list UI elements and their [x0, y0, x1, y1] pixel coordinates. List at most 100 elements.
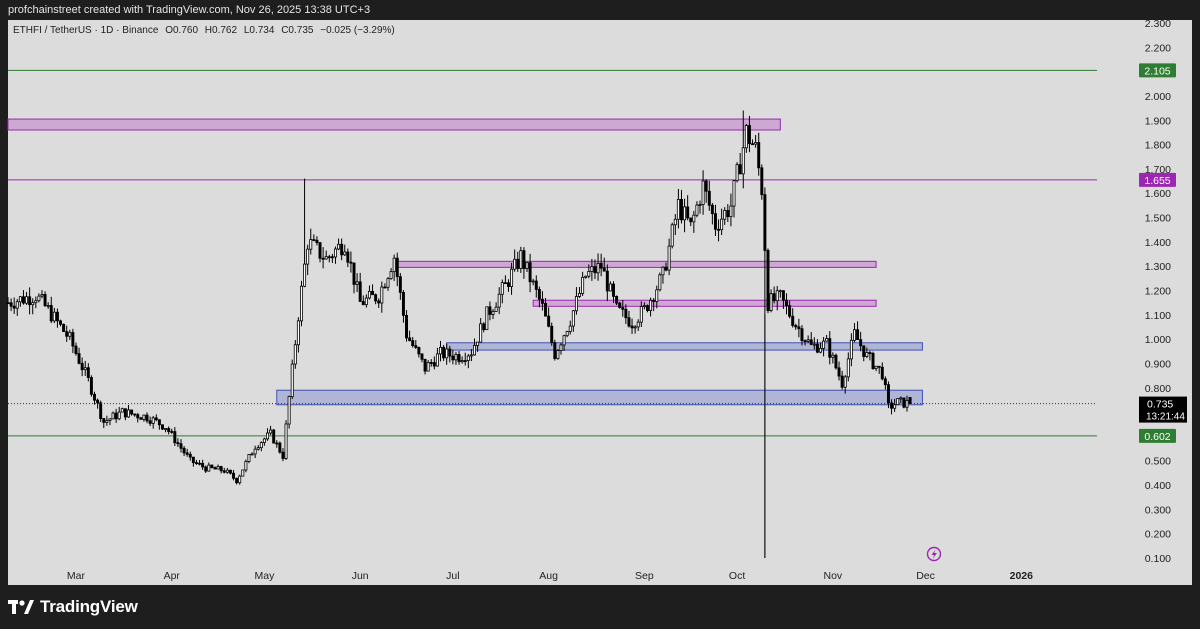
candle [692, 210, 696, 233]
candle [528, 253, 532, 293]
candle [358, 272, 362, 302]
candle-body [337, 243, 341, 250]
candle-body [157, 419, 161, 426]
candle-body [40, 294, 44, 297]
candle-body [445, 348, 449, 359]
candle [763, 187, 767, 558]
candle-body [108, 418, 112, 422]
lightning-icon[interactable] [926, 546, 942, 562]
candle-body [568, 325, 572, 332]
candle-body [497, 293, 501, 308]
candle-body [658, 274, 662, 291]
candle-body [216, 466, 220, 470]
price-axis[interactable]: 2.3002.2002.1002.0001.9001.8001.7001.600… [1145, 18, 1171, 565]
candle-body [713, 213, 717, 230]
candle-body [859, 339, 863, 347]
symbol-title[interactable]: ETHFI / TetherUS · 1D · Binance [13, 25, 159, 36]
price-tick-label: 1.800 [1145, 140, 1171, 152]
candle-body [432, 362, 436, 367]
candle [822, 337, 826, 357]
candle [815, 339, 819, 354]
candle [704, 179, 708, 203]
candle-body [865, 352, 869, 358]
candle [157, 419, 161, 430]
candle-body [330, 256, 334, 259]
candle-body [528, 262, 532, 283]
candle-body [278, 442, 282, 453]
candle-body [751, 143, 755, 146]
candle-body [395, 257, 399, 278]
candle [584, 275, 588, 279]
candle-body [460, 360, 464, 363]
candle [167, 426, 171, 435]
candle-body [618, 302, 622, 308]
candle [877, 365, 881, 374]
candle-body [102, 418, 106, 423]
candle-body [182, 447, 186, 454]
candle-body [380, 286, 384, 304]
candle-body [386, 278, 390, 288]
candle-body [769, 293, 773, 312]
candle-body [160, 424, 164, 430]
candle-body [210, 464, 214, 469]
candle-body [544, 302, 548, 317]
candle [380, 281, 384, 313]
time-tick-label: Oct [729, 570, 745, 582]
candle [812, 337, 816, 350]
lightning-icon-ring [926, 546, 942, 562]
candle-body [698, 204, 702, 207]
candle-body [457, 354, 461, 363]
candle [250, 452, 254, 456]
candle [466, 354, 470, 369]
candle [710, 202, 714, 225]
candle [210, 464, 214, 469]
candle-body [797, 326, 801, 330]
candle-body [355, 281, 359, 285]
candle-body [806, 339, 810, 342]
last-price-value: 0.735 [1147, 399, 1173, 411]
tradingview-brand[interactable]: TradingView [8, 596, 138, 618]
candle [534, 275, 538, 298]
candle [510, 262, 514, 295]
candle [550, 322, 554, 346]
zone-box [276, 389, 923, 406]
time-axis[interactable]: Mar Apr May Jun Jul Aug Sep Oct Nov Dec 2026 [67, 570, 1033, 582]
candle-body [766, 250, 770, 312]
last-price-label-bg [1139, 396, 1187, 423]
candle-body [133, 413, 137, 416]
candle [293, 340, 297, 369]
candle-body [738, 164, 742, 175]
candle-body [253, 448, 257, 455]
ohlc-low: L0.734 [243, 25, 275, 36]
candle [127, 404, 130, 418]
candle [531, 278, 535, 286]
candles-layer [6, 110, 912, 558]
candle [559, 342, 563, 355]
candle-body [488, 306, 492, 315]
candle [389, 267, 393, 280]
candle [40, 290, 44, 299]
candle [423, 358, 427, 375]
candle [689, 217, 693, 227]
candle-body [689, 217, 693, 223]
candle [738, 152, 742, 175]
chart-plot-area[interactable] [8, 20, 1192, 585]
candle [346, 248, 350, 268]
candle [803, 339, 807, 346]
candle-body [510, 268, 514, 287]
candle [43, 291, 47, 308]
candle [120, 407, 124, 413]
candle-body [99, 402, 103, 419]
price-line-label-bg [1139, 63, 1176, 78]
candle-body [315, 239, 319, 244]
tradingview-logo-icon [8, 600, 34, 614]
candle [374, 293, 378, 305]
candle [327, 254, 331, 263]
candle-body [513, 258, 517, 270]
time-tick-label: Apr [164, 570, 181, 582]
candle [664, 262, 668, 272]
candle [244, 459, 248, 473]
candle-body [627, 317, 631, 327]
candle [639, 301, 643, 327]
